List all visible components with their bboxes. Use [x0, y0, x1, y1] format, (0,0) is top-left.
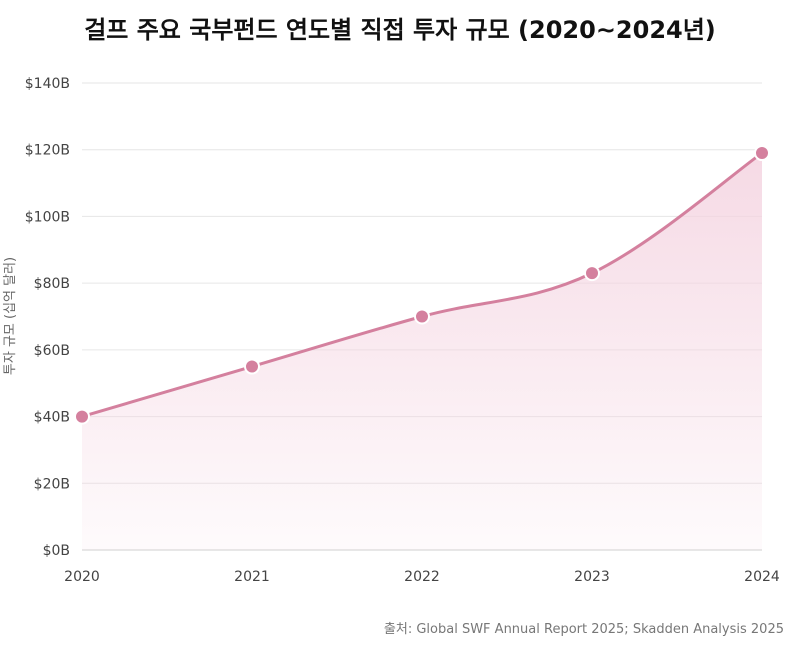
y-tick-label: $100B — [25, 209, 70, 225]
y-tick-label: $120B — [25, 143, 70, 159]
source-note: 출처: Global SWF Annual Report 2025; Skadd… — [383, 622, 784, 637]
data-point — [74, 408, 90, 425]
area-fill-layer — [82, 153, 762, 551]
data-point — [584, 265, 600, 282]
x-tick-label: 2020 — [64, 569, 100, 585]
data-point — [244, 358, 260, 375]
y-tick-label: $140B — [25, 76, 70, 92]
y-tick-label: $0B — [43, 543, 70, 559]
data-points — [74, 145, 770, 425]
y-tick-label: $80B — [34, 276, 70, 292]
y-tick-label: $60B — [34, 343, 70, 359]
y-tick-label: $20B — [34, 476, 70, 492]
x-tick-label: 2024 — [744, 569, 780, 585]
data-point — [754, 145, 770, 162]
data-point — [414, 308, 430, 325]
x-axis-ticks: 2020 2021 2022 2023 2024 — [64, 569, 780, 585]
area-fill — [82, 153, 762, 551]
y-tick-label: $40B — [34, 410, 70, 426]
x-tick-label: 2023 — [574, 569, 610, 585]
y-axis-title: 투자 규모 (십억 달러) — [3, 257, 18, 375]
x-tick-label: 2022 — [404, 569, 440, 585]
y-axis-ticks: $0B $20B $40B $60B $80B $100B $120B $140B — [25, 76, 70, 559]
x-tick-label: 2021 — [234, 569, 270, 585]
chart-title: 걸프 주요 국부펀드 연도별 직접 투자 규모 (2020~2024년) — [84, 16, 716, 44]
